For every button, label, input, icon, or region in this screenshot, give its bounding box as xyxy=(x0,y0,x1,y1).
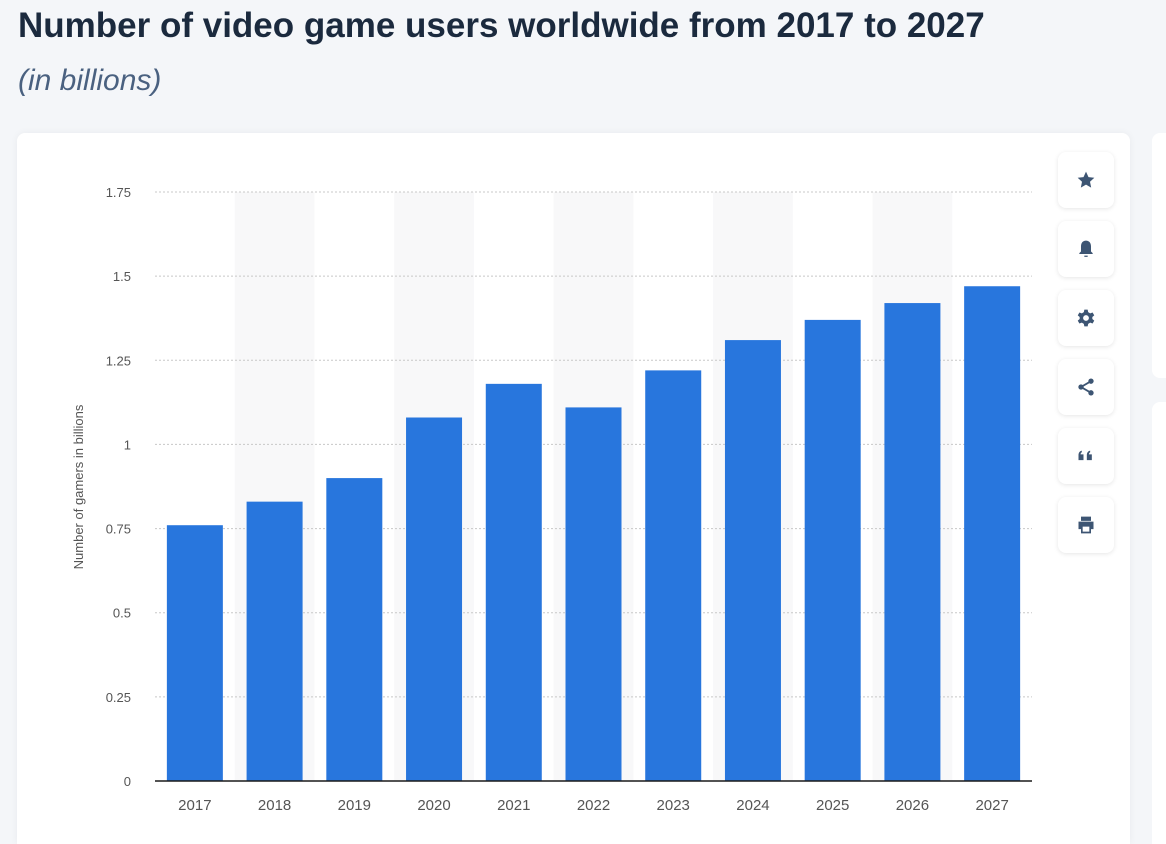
x-tick-label: 2024 xyxy=(736,797,769,814)
chart-toolbar xyxy=(1058,152,1114,566)
x-tick-label: 2026 xyxy=(896,797,929,814)
cite-button[interactable] xyxy=(1058,428,1114,484)
x-tick-label: 2022 xyxy=(577,797,610,814)
page-subtitle: (in billions) xyxy=(18,64,162,97)
favorite-button[interactable] xyxy=(1058,152,1114,208)
bar-2019 xyxy=(326,478,383,781)
notification-button[interactable] xyxy=(1058,221,1114,277)
bar-2020 xyxy=(406,417,463,781)
bar-2026 xyxy=(884,303,941,781)
page-title: Number of video game users worldwide fro… xyxy=(18,6,985,45)
y-tick-label: 0.5 xyxy=(113,606,131,621)
print-icon xyxy=(1078,516,1094,534)
print-button[interactable] xyxy=(1058,497,1114,553)
x-tick-label: 2020 xyxy=(417,797,450,814)
y-tick-label: 1.5 xyxy=(113,269,131,284)
y-tick-label: 0.25 xyxy=(106,690,131,705)
bar-2023 xyxy=(645,370,702,781)
bar-2022 xyxy=(565,407,622,781)
bar-2027 xyxy=(964,286,1021,781)
quote-icon xyxy=(1078,450,1092,461)
y-tick-label: 1 xyxy=(124,437,131,452)
y-tick-label: 0.75 xyxy=(106,522,131,537)
bar-2017 xyxy=(166,525,223,781)
gear-icon xyxy=(1077,309,1095,327)
bar-2021 xyxy=(485,383,542,781)
bar-2025 xyxy=(804,319,861,781)
x-tick-label: 2023 xyxy=(657,797,690,814)
bar-2024 xyxy=(724,340,781,781)
x-tick-label: 2019 xyxy=(338,797,371,814)
x-tick-label: 2017 xyxy=(178,797,211,814)
y-tick-label: 1.25 xyxy=(106,353,131,368)
side-panel xyxy=(1152,133,1166,378)
settings-button[interactable] xyxy=(1058,290,1114,346)
y-axis-label: Number of gamers in billions xyxy=(71,404,86,569)
x-tick-label: 2021 xyxy=(497,797,530,814)
x-tick-label: 2027 xyxy=(975,797,1008,814)
side-panel xyxy=(1152,402,1166,844)
x-tick-label: 2025 xyxy=(816,797,849,814)
y-tick-label: 1.75 xyxy=(106,185,131,200)
bar-2018 xyxy=(246,501,303,781)
star-icon xyxy=(1077,171,1095,188)
share-icon xyxy=(1078,378,1094,396)
x-tick-label: 2018 xyxy=(258,797,291,814)
y-tick-label: 0 xyxy=(124,774,131,789)
share-button[interactable] xyxy=(1058,359,1114,415)
bell-icon xyxy=(1079,240,1093,257)
